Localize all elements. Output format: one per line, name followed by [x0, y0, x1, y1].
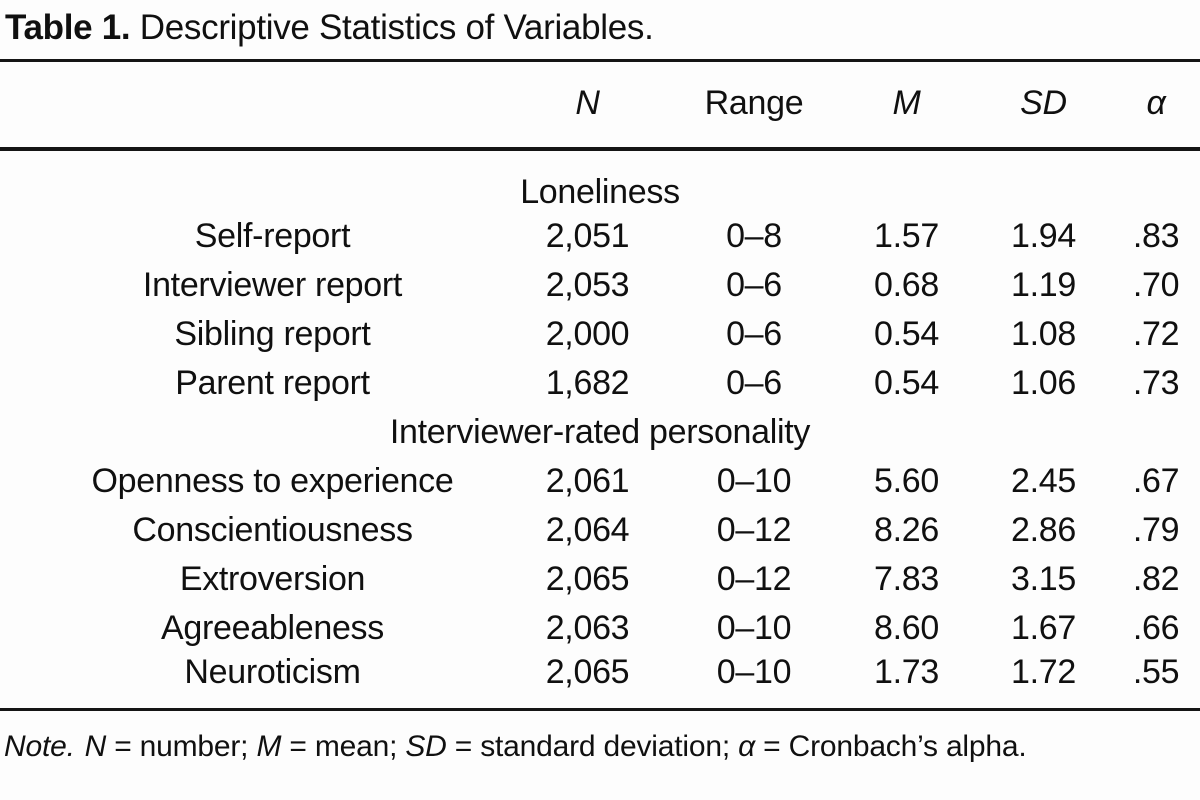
cell-alpha: .66 — [1132, 609, 1180, 647]
table-row: Conscientiousness 2,064 0–12 8.26 2.86 .… — [0, 506, 1200, 555]
cell-m: 8.60 — [874, 609, 939, 647]
note-symbol-alpha: α — [738, 730, 756, 763]
cell-alpha: .82 — [1132, 560, 1180, 598]
row-label: Extroversion — [179, 560, 366, 598]
cell-sd: 2.86 — [1011, 511, 1076, 549]
col-header-n: N — [505, 62, 670, 151]
cell-range: 0–10 — [716, 462, 792, 500]
section-row: Loneliness — [0, 149, 1200, 212]
cell-alpha: .72 — [1132, 315, 1180, 353]
cell-range: 0–6 — [726, 266, 782, 304]
table-row: Self-report 2,051 0–8 1.57 1.94 .83 — [0, 212, 1200, 261]
cell-alpha: .79 — [1132, 511, 1180, 549]
cell-m: 8.26 — [874, 511, 939, 549]
table-row: Parent report 1,682 0–6 0.54 1.06 .73 — [0, 359, 1200, 408]
note-symbol-m: M — [256, 730, 282, 763]
cell-sd: 1.19 — [1011, 266, 1076, 304]
row-label: Agreeableness — [161, 609, 384, 647]
bottom-rule — [0, 708, 1200, 711]
row-label: Self-report — [194, 217, 351, 255]
cell-n: 2,053 — [545, 266, 630, 304]
cell-range: 0–8 — [726, 217, 782, 255]
row-label: Openness to experience — [91, 462, 454, 500]
note-text: = standard deviation; — [446, 730, 739, 763]
table-row: Openness to experience 2,061 0–10 5.60 2… — [0, 457, 1200, 506]
note-text: = Cronbach’s alpha. — [755, 730, 1027, 763]
row-label: Interviewer report — [142, 266, 403, 304]
cell-sd: 1.72 — [1011, 653, 1076, 691]
cell-range: 0–12 — [716, 560, 792, 598]
cell-n: 2,061 — [545, 462, 630, 500]
table-row: Extroversion 2,065 0–12 7.83 3.15 .82 — [0, 555, 1200, 604]
cell-n: 1,682 — [545, 364, 630, 402]
cell-sd: 2.45 — [1011, 462, 1076, 500]
cell-sd: 1.94 — [1011, 217, 1076, 255]
cell-n: 2,064 — [545, 511, 630, 549]
cell-alpha: .70 — [1132, 266, 1180, 304]
table-caption: Descriptive Statistics of Variables. — [139, 8, 654, 47]
section-row: Interviewer-rated personality — [0, 408, 1200, 457]
cell-m: 7.83 — [874, 560, 939, 598]
cell-alpha: .67 — [1132, 462, 1180, 500]
cell-alpha: .83 — [1132, 217, 1180, 255]
note-text: = mean; — [281, 730, 406, 763]
col-header-variable — [0, 62, 505, 151]
cell-sd: 1.06 — [1011, 364, 1076, 402]
col-header-m: M — [838, 62, 975, 151]
row-label: Sibling report — [174, 315, 371, 353]
table-number: Table 1. — [5, 8, 131, 47]
cell-sd: 1.08 — [1011, 315, 1076, 353]
cell-alpha: .73 — [1132, 364, 1180, 402]
cell-m: 5.60 — [874, 462, 939, 500]
note-symbol-n: N — [84, 730, 107, 763]
row-label: Neuroticism — [184, 653, 361, 691]
row-label: Conscientiousness — [132, 511, 413, 549]
cell-m: 0.68 — [874, 266, 939, 304]
cell-n: 2,063 — [545, 609, 630, 647]
cell-alpha: .55 — [1132, 653, 1180, 691]
table-row: Sibling report 2,000 0–6 0.54 1.08 .72 — [0, 310, 1200, 359]
cell-range: 0–10 — [716, 653, 792, 691]
cell-range: 0–10 — [716, 609, 792, 647]
cell-m: 1.57 — [874, 217, 939, 255]
table-title: Table 1. Descriptive Statistics of Varia… — [0, 0, 1200, 50]
header-row: N Range M SD α — [0, 62, 1200, 151]
cell-m: 1.73 — [874, 653, 939, 691]
table-note: Note. N = number; M = mean; SD = standard… — [0, 711, 1200, 765]
cell-range: 0–12 — [716, 511, 792, 549]
cell-m: 0.54 — [874, 315, 939, 353]
descriptive-statistics-table: N Range M SD α Loneliness Self-report 2,… — [0, 62, 1200, 708]
cell-n: 2,065 — [545, 560, 630, 598]
table-row: Agreeableness 2,063 0–10 8.60 1.67 .66 — [0, 604, 1200, 653]
cell-sd: 3.15 — [1011, 560, 1076, 598]
table-row: Interviewer report 2,053 0–6 0.68 1.19 .… — [0, 261, 1200, 310]
col-header-sd: SD — [975, 62, 1112, 151]
table-row: Neuroticism 2,065 0–10 1.73 1.72 .55 — [0, 653, 1200, 708]
col-header-range: Range — [670, 62, 838, 151]
cell-sd: 1.67 — [1011, 609, 1076, 647]
cell-n: 2,065 — [545, 653, 630, 691]
cell-range: 0–6 — [726, 315, 782, 353]
cell-m: 0.54 — [874, 364, 939, 402]
note-prefix: Note. — [4, 730, 75, 763]
section-label: Loneliness — [520, 173, 680, 211]
note-symbol-sd: SD — [405, 730, 447, 763]
cell-n: 2,000 — [545, 315, 630, 353]
row-label: Parent report — [175, 364, 370, 402]
col-header-alpha: α — [1112, 62, 1200, 151]
note-text: = number; — [106, 730, 257, 763]
cell-n: 2,051 — [545, 217, 630, 255]
section-label: Interviewer-rated personality — [389, 413, 811, 451]
cell-range: 0–6 — [726, 364, 782, 402]
top-rule — [0, 59, 1200, 62]
